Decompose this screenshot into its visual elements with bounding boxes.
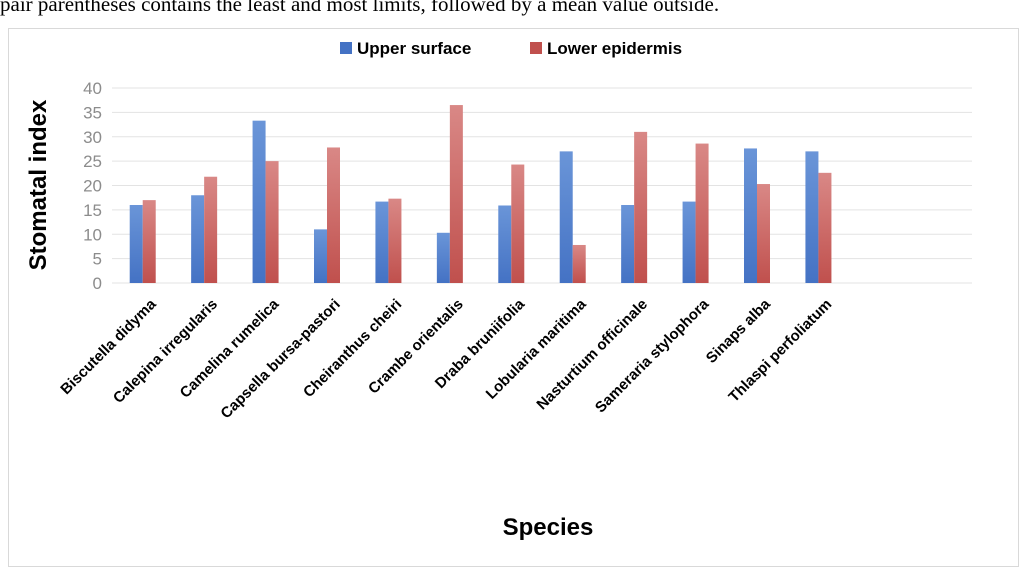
bar-upper-surface-nasturtium-officinale xyxy=(621,205,635,283)
legend: Upper surface Lower epidermis xyxy=(340,39,682,58)
y-tick-label: 25 xyxy=(83,152,102,171)
bar-lower-epidermis-sameraria-stylophora xyxy=(695,143,709,283)
bar-upper-surface-crambe-orientalis xyxy=(436,232,450,283)
bar-upper-surface-cheiranthus-cheiri xyxy=(375,201,389,283)
y-tick-label: 20 xyxy=(83,177,102,196)
y-axis-ticks: 0 5 10 15 20 25 30 35 40 xyxy=(83,79,102,293)
bar-lower-epidermis-calepina-irregularis xyxy=(204,176,218,283)
bars xyxy=(129,105,832,283)
legend-label-upper-surface: Upper surface xyxy=(357,39,471,58)
bar-lower-epidermis-crambe-orientalis xyxy=(449,105,463,283)
bar-upper-surface-biscutella-didyma xyxy=(129,205,143,283)
bar-lower-epidermis-lobularia-maritima xyxy=(572,244,586,283)
y-tick-label: 35 xyxy=(83,103,102,122)
bar-upper-surface-sinaps-alba xyxy=(744,148,757,283)
bar-lower-epidermis-sinaps-alba xyxy=(757,184,770,283)
bar-lower-epidermis-draba-bruniifolia xyxy=(511,164,525,283)
bar-lower-epidermis-capsella-bursa-pastori xyxy=(327,147,340,283)
y-axis-title: Stomatal index xyxy=(25,99,52,270)
y-tick-label: 15 xyxy=(83,201,102,220)
y-tick-label: 30 xyxy=(83,128,102,147)
bar-lower-epidermis-camelina-rumelica xyxy=(265,161,279,283)
y-tick-label: 40 xyxy=(83,79,102,98)
bar-lower-epidermis-biscutella-didyma xyxy=(142,200,156,283)
bar-upper-surface-calepina-irregularis xyxy=(191,195,205,283)
legend-label-lower-epidermis: Lower epidermis xyxy=(547,39,682,58)
legend-swatch-lower-epidermis xyxy=(530,42,542,54)
legend-swatch-upper-surface xyxy=(340,42,352,54)
bar-lower-epidermis-nasturtium-officinale xyxy=(634,131,648,283)
bar-upper-surface-camelina-rumelica xyxy=(252,120,266,283)
bar-upper-surface-draba-bruniifolia xyxy=(498,205,512,283)
figure-caption: pair parentheses contains the least and … xyxy=(0,0,720,16)
chart-frame xyxy=(8,28,1019,567)
y-tick-label: 10 xyxy=(83,225,102,244)
bar-upper-surface-sameraria-stylophora xyxy=(682,201,696,283)
bar-lower-epidermis-cheiranthus-cheiri xyxy=(388,198,402,283)
bar-upper-surface-lobularia-maritima xyxy=(559,151,573,283)
bar-lower-epidermis-thlaspi-perfoliatum xyxy=(818,172,832,283)
bar-upper-surface-thlaspi-perfoliatum xyxy=(805,151,819,283)
bar-upper-surface-capsella-bursa-pastori xyxy=(314,229,327,283)
x-axis-title: Species xyxy=(503,514,594,541)
y-tick-label: 0 xyxy=(93,274,102,293)
y-tick-label: 5 xyxy=(93,250,102,269)
